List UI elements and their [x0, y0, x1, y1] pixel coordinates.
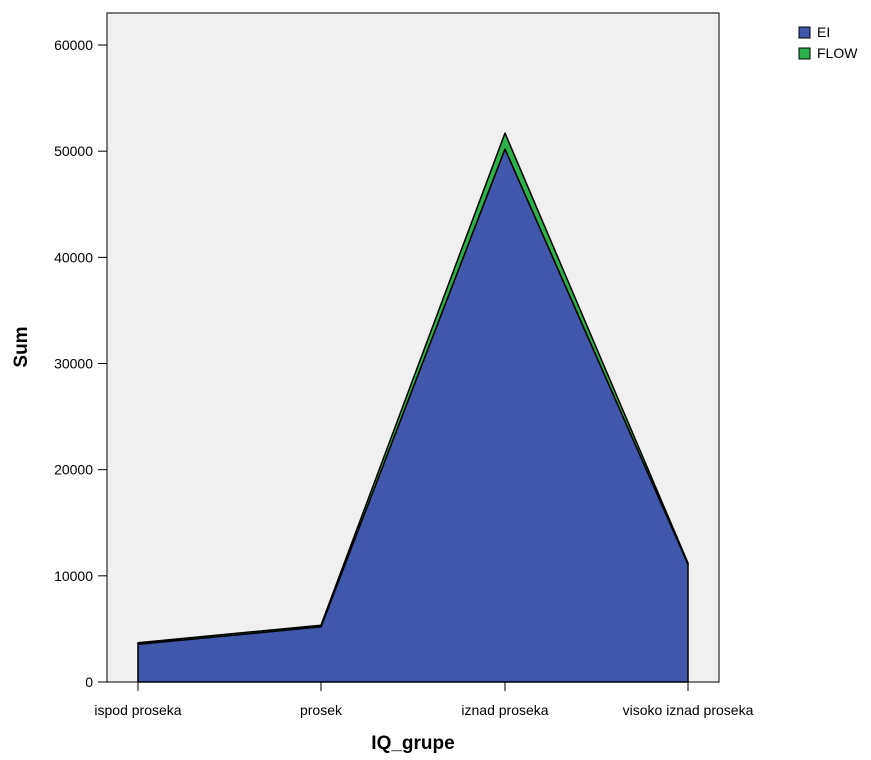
legend: EI FLOW	[798, 24, 858, 61]
y-axis: 0 10000 20000 30000 40000 50000 60000	[54, 37, 107, 690]
legend-label-flow: FLOW	[817, 45, 858, 61]
x-tick-label: prosek	[300, 702, 343, 718]
x-tick-label: iznad proseka	[461, 702, 548, 718]
x-tick-label: ispod proseka	[94, 702, 181, 718]
y-tick-label: 0	[85, 674, 93, 690]
y-tick-label: 10000	[54, 568, 93, 584]
y-tick-label: 40000	[54, 249, 93, 265]
y-axis-label: Sum	[11, 326, 32, 367]
legend-label-ei: EI	[817, 24, 830, 40]
area-series-flow	[137, 132, 689, 646]
y-tick-label: 30000	[54, 356, 93, 372]
x-axis: ispod proseka prosek iznad proseka visoko i…	[94, 682, 754, 718]
y-tick-label: 60000	[54, 37, 93, 53]
y-tick-label: 50000	[54, 143, 93, 159]
legend-swatch-flow	[798, 47, 811, 60]
x-axis-label: IQ_grupe	[371, 733, 454, 754]
x-tick-label: visoko iznad proseka	[623, 702, 754, 718]
legend-swatch-ei	[798, 26, 811, 39]
y-tick-label: 20000	[54, 462, 93, 478]
